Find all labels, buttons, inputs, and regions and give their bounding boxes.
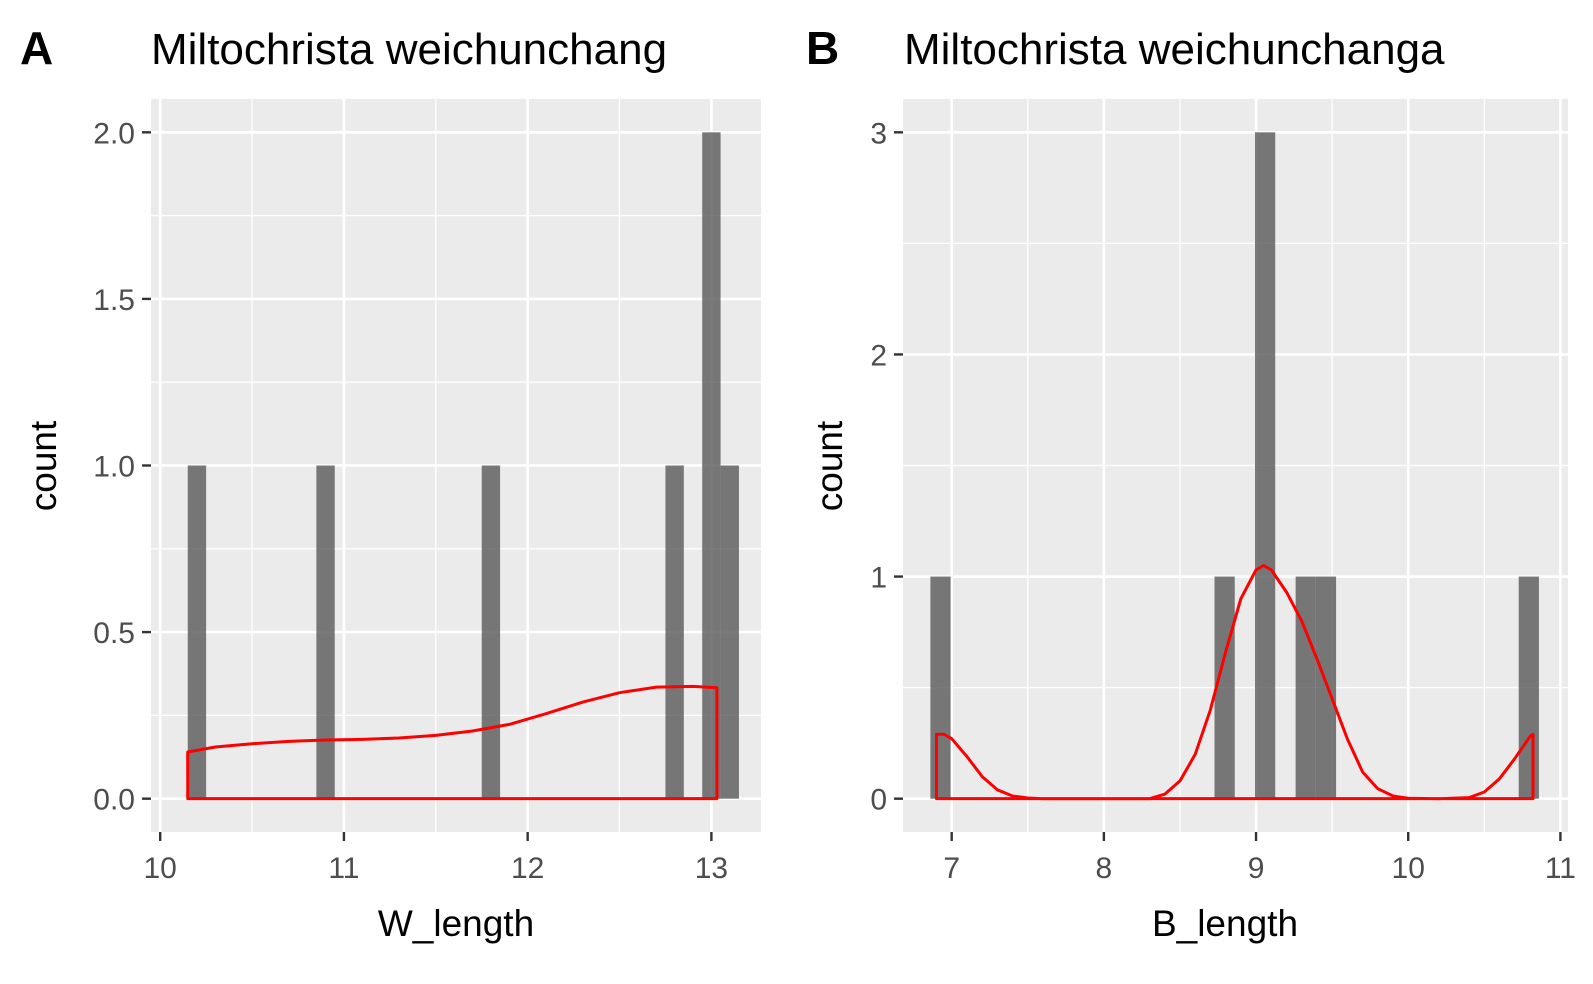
histogram-bar xyxy=(1518,576,1539,799)
y-tick-label: 1.0 xyxy=(93,451,135,484)
histogram-bar xyxy=(665,465,684,799)
y-tick-label: 0.5 xyxy=(93,617,135,650)
x-tick-label: 11 xyxy=(1545,852,1576,885)
panel-b-y-axis-title: count xyxy=(809,420,850,511)
x-tick-label: 10 xyxy=(143,852,176,885)
x-tick-label: 8 xyxy=(1096,852,1113,885)
panel-b-x-axis-title: B_length xyxy=(1152,903,1298,944)
histogram-bar xyxy=(1295,576,1316,799)
y-tick-label: 3 xyxy=(870,117,887,150)
panel-a-tag: A xyxy=(20,22,53,74)
y-tick-label: 1.5 xyxy=(93,284,135,317)
y-tick-label: 0 xyxy=(870,784,887,817)
y-tick-label: 2.0 xyxy=(93,117,135,150)
panel-b: B Miltochrista weichunchanga 7 8 9 10 11 0 1 2 3… xyxy=(806,22,1576,944)
panel-a-bars xyxy=(187,132,739,799)
panel-b-grid xyxy=(903,99,1568,832)
panel-a-y-axis-title: count xyxy=(23,420,64,511)
histogram-bar xyxy=(1254,132,1276,799)
histogram-bar xyxy=(702,132,721,799)
histogram-bar xyxy=(1214,576,1235,799)
x-tick-label: 7 xyxy=(943,852,960,885)
panel-a-density xyxy=(186,684,719,801)
histogram-bar xyxy=(930,576,951,799)
x-tick-label: 10 xyxy=(1392,852,1425,885)
y-tick-label: 1 xyxy=(870,562,887,595)
density-curve xyxy=(186,684,719,801)
histogram-bar xyxy=(720,465,739,799)
panel-b-title: Miltochrista weichunchanga xyxy=(904,25,1445,74)
x-tick-label: 12 xyxy=(511,852,544,885)
panel-b-density xyxy=(934,564,1535,801)
histogram-bar xyxy=(481,465,501,799)
panel-a-title: Miltochrista weichunchang xyxy=(151,25,667,74)
histogram-bar xyxy=(187,465,207,799)
panel-b-axes: 7 8 9 10 11 0 1 2 3 xyxy=(870,117,1576,885)
panel-a: A Miltochrista weichunchang 10 11 12 13 0.0 0… xyxy=(20,22,761,944)
panel-b-tag: B xyxy=(806,22,839,74)
x-tick-label: 13 xyxy=(695,852,728,885)
density-curve xyxy=(934,564,1535,801)
histogram-bar xyxy=(1315,576,1337,799)
y-tick-label: 2 xyxy=(870,339,887,372)
x-tick-label: 11 xyxy=(328,852,359,885)
x-tick-label: 9 xyxy=(1248,852,1265,885)
histogram-bar xyxy=(316,465,335,799)
panel-a-x-axis-title: W_length xyxy=(378,903,534,944)
y-tick-label: 0.0 xyxy=(93,784,135,817)
panel-a-axes: 10 11 12 13 0.0 0.5 1.0 1.5 2.0 xyxy=(93,117,728,885)
